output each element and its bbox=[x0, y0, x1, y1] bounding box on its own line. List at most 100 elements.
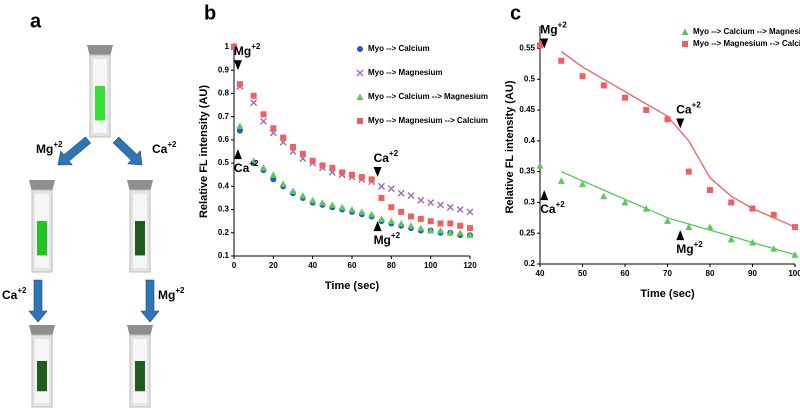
marker bbox=[728, 199, 735, 206]
marker bbox=[260, 117, 267, 125]
annotation-sup: +2 bbox=[694, 240, 704, 249]
reagent-label-sup: +2 bbox=[175, 286, 185, 295]
x-axis-label: Time (sec) bbox=[325, 280, 380, 292]
marker bbox=[358, 174, 365, 181]
reagent-label: Mg+2 bbox=[36, 140, 63, 156]
marker bbox=[279, 180, 287, 188]
marker bbox=[338, 203, 346, 211]
marker bbox=[407, 222, 415, 229]
marker bbox=[558, 57, 565, 64]
marker bbox=[368, 176, 375, 183]
marker bbox=[791, 251, 799, 258]
x-tick-label: 80 bbox=[387, 261, 396, 270]
annotation-sup: +2 bbox=[249, 159, 259, 168]
x-tick-label: 50 bbox=[578, 269, 587, 278]
marker bbox=[664, 116, 671, 123]
x-tick-label: 20 bbox=[269, 261, 278, 270]
marker bbox=[685, 168, 692, 175]
cuvette-cap bbox=[29, 180, 55, 192]
legend-marker bbox=[681, 28, 689, 35]
marker bbox=[309, 157, 316, 164]
marker bbox=[348, 206, 356, 213]
legend-marker bbox=[357, 46, 363, 52]
x-axis-label: Time (sec) bbox=[640, 288, 695, 300]
x-tick-label: 120 bbox=[463, 261, 477, 270]
fit-line bbox=[560, 171, 796, 256]
marker bbox=[707, 187, 713, 194]
cuvette-liquid bbox=[37, 361, 47, 392]
legend-marker bbox=[682, 41, 688, 47]
arrow bbox=[57, 136, 91, 166]
x-tick-label: 60 bbox=[621, 269, 630, 278]
marker bbox=[269, 171, 277, 178]
annotation-base: Mg bbox=[676, 242, 693, 256]
marker bbox=[749, 238, 756, 246]
legend-label: Myo --> Calcium --> Magnesium bbox=[693, 27, 800, 36]
marker bbox=[328, 201, 336, 208]
x-tick-label: 0 bbox=[232, 261, 237, 270]
marker bbox=[290, 143, 296, 150]
marker bbox=[466, 231, 474, 239]
marker bbox=[600, 192, 608, 200]
annotation-arrow bbox=[676, 118, 685, 129]
annotation-sup: +2 bbox=[389, 149, 399, 158]
y-tick-label: 0.9 bbox=[218, 65, 230, 74]
marker bbox=[417, 196, 425, 204]
legend-marker bbox=[356, 69, 364, 77]
marker bbox=[706, 223, 714, 231]
marker bbox=[250, 157, 258, 164]
marker bbox=[407, 192, 415, 200]
y-tick-label: 0.35 bbox=[519, 167, 535, 176]
marker bbox=[437, 220, 444, 227]
marker bbox=[339, 169, 346, 176]
marker bbox=[299, 192, 307, 199]
marker bbox=[622, 94, 628, 101]
reagent-label-sup: +2 bbox=[167, 140, 177, 149]
y-tick-label: 0.4 bbox=[218, 181, 230, 190]
reagent-label-sup: +2 bbox=[17, 286, 27, 295]
marker bbox=[299, 150, 306, 157]
marker bbox=[685, 223, 693, 231]
reagent-label-sup: +2 bbox=[53, 140, 63, 149]
marker bbox=[417, 224, 425, 232]
marker bbox=[456, 206, 464, 214]
arrow bbox=[112, 136, 143, 166]
marker bbox=[368, 210, 376, 218]
marker bbox=[270, 176, 277, 183]
marker bbox=[289, 187, 297, 194]
reagent-label: Ca+2 bbox=[2, 286, 27, 302]
marker bbox=[397, 189, 405, 197]
cuvette-cap bbox=[127, 180, 153, 192]
x-tick-label: 100 bbox=[424, 261, 438, 270]
cuvette-liquid bbox=[135, 361, 145, 392]
cuvette-liquid bbox=[37, 221, 47, 256]
legend-label: Myo --> Calcium --> Magnesium bbox=[368, 92, 488, 101]
panel-label: c bbox=[510, 2, 521, 24]
marker bbox=[388, 204, 395, 211]
marker bbox=[427, 199, 435, 207]
marker bbox=[579, 73, 586, 80]
marker bbox=[387, 217, 395, 225]
reagent-label-base: Ca bbox=[152, 142, 168, 156]
annotation-arrow bbox=[233, 149, 242, 160]
annotation: Mg+2 bbox=[374, 231, 401, 247]
y-tick-label: 0.1 bbox=[218, 251, 230, 260]
x-tick-label: 40 bbox=[536, 269, 545, 278]
x-tick-label: 90 bbox=[748, 269, 757, 278]
marker bbox=[437, 201, 444, 209]
annotation-arrow bbox=[540, 190, 549, 201]
marker bbox=[664, 217, 671, 224]
marker bbox=[387, 185, 395, 193]
annotation-sup: +2 bbox=[558, 21, 568, 30]
annotation-base: Mg bbox=[234, 44, 251, 58]
annotation-base: Ca bbox=[540, 202, 556, 216]
annotation-arrow bbox=[233, 60, 242, 71]
marker bbox=[467, 225, 473, 232]
marker bbox=[260, 164, 267, 171]
x-tick-label: 60 bbox=[348, 261, 357, 270]
legend-marker bbox=[357, 118, 363, 124]
marker bbox=[260, 111, 267, 118]
marker bbox=[770, 245, 778, 252]
marker bbox=[642, 205, 650, 212]
marker bbox=[792, 224, 798, 231]
